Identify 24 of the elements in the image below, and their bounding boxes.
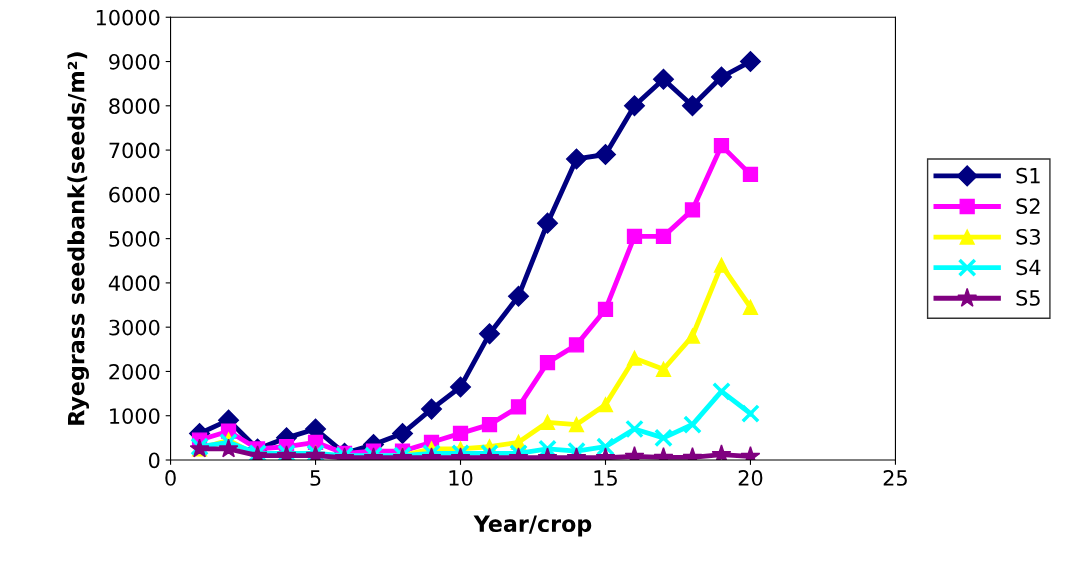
y-tick-label: 6000	[109, 186, 160, 203]
y-axis-title: Ryegrass seedbank(seeds/m²)	[67, 52, 90, 425]
legend-label: S5	[1016, 290, 1040, 306]
y-tick-label: 8000	[109, 98, 160, 115]
legend-label: S1	[1016, 167, 1040, 184]
x-tick-label: 20	[738, 470, 763, 486]
x-tick-label: 25	[883, 470, 907, 486]
y-tick-label: 5000	[109, 231, 160, 247]
y-tick-label: 3000	[109, 319, 160, 336]
x-tick-label: 5	[310, 470, 321, 486]
x-tick-label: 10	[449, 470, 473, 486]
legend-label: S2	[1016, 198, 1040, 215]
y-tick-label: 2000	[109, 363, 160, 380]
legend-label: S3	[1016, 228, 1040, 245]
legend-label: S4	[1016, 259, 1041, 276]
y-tick-label: 9000	[109, 53, 160, 70]
x-tick-label: 15	[594, 470, 617, 486]
y-tick-label: 4000	[108, 275, 160, 292]
y-tick-label: 10000	[96, 9, 160, 26]
y-tick-label: 1000	[110, 408, 160, 424]
y-tick-label: 7000	[109, 142, 160, 159]
y-tick-label: 0	[148, 452, 160, 469]
x-axis-title: Year/crop	[473, 515, 592, 537]
x-tick-label: 0	[165, 470, 176, 486]
